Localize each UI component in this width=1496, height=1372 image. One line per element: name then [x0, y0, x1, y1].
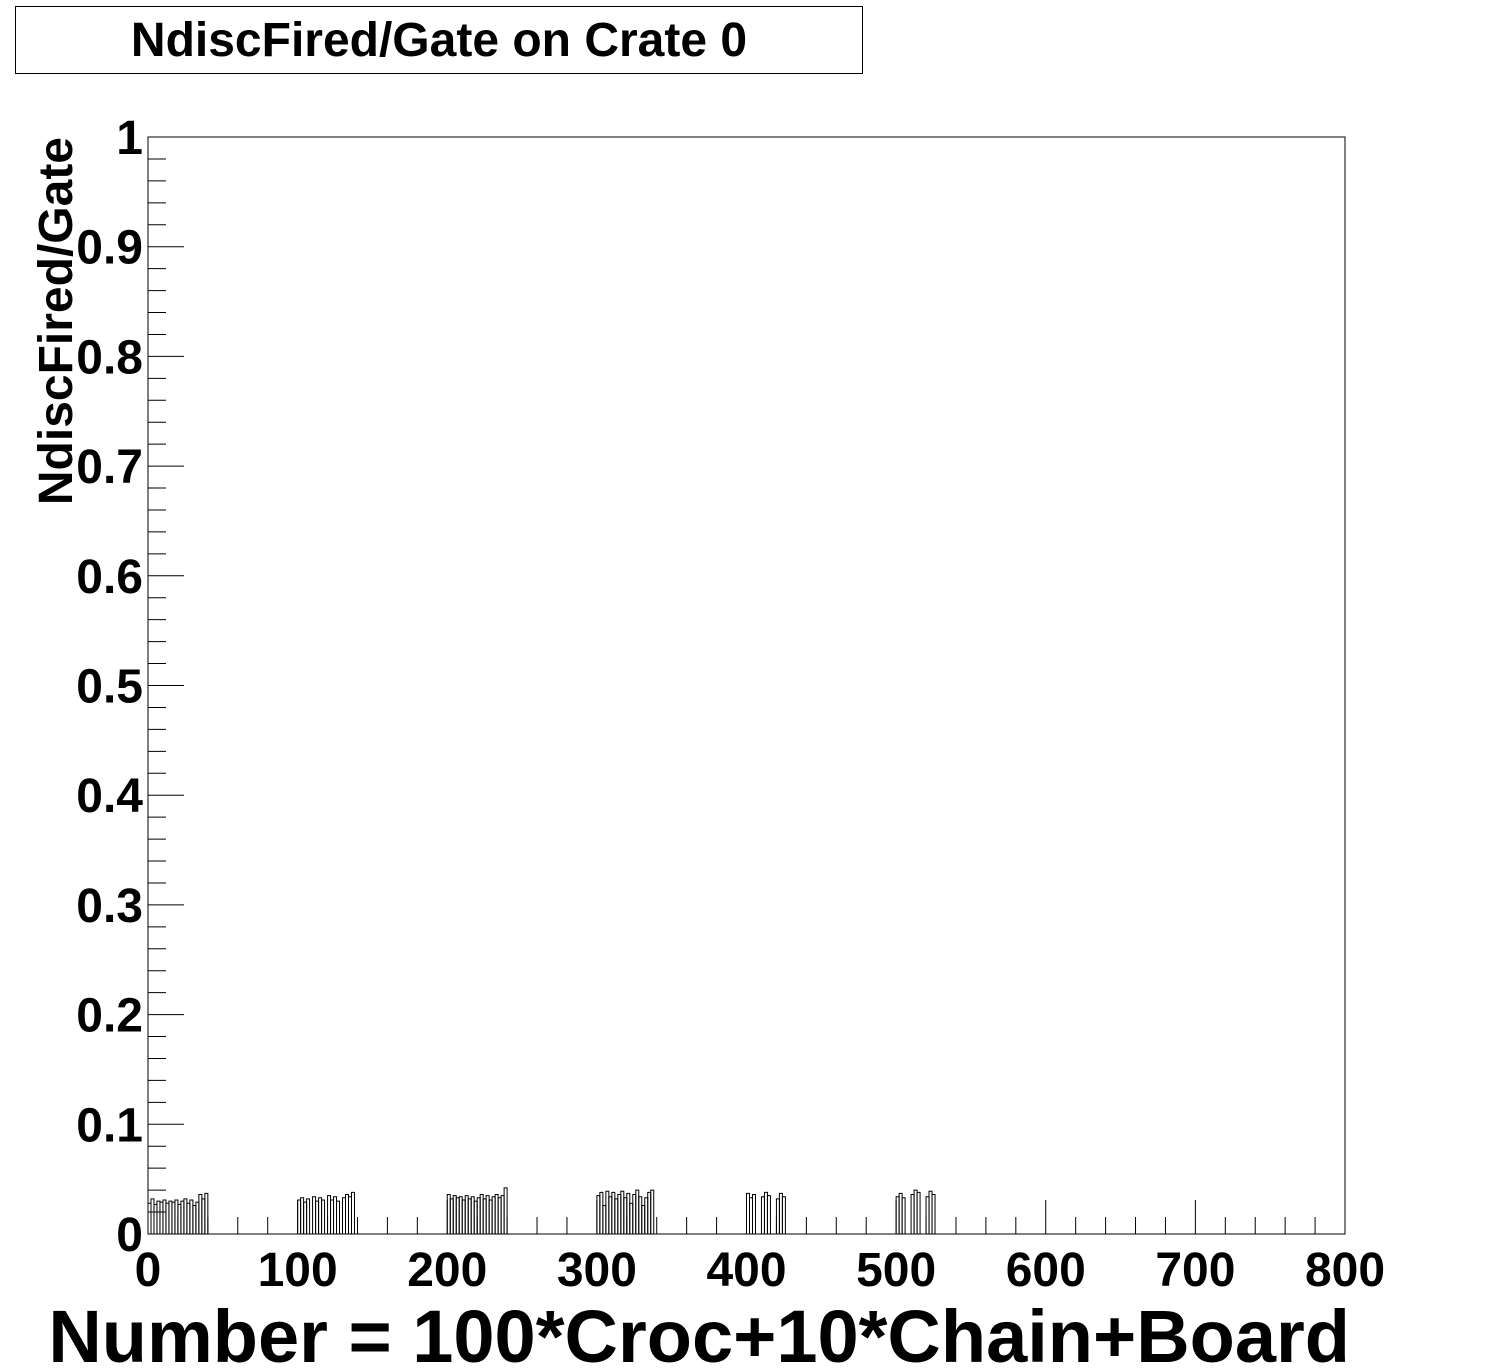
histogram-bin — [350, 1191, 355, 1234]
histogram-layer — [147, 1187, 936, 1234]
y-tick-label: 0.3 — [76, 880, 143, 933]
y-tick-label: 0.4 — [76, 770, 143, 823]
x-tick-label: 500 — [856, 1244, 936, 1297]
x-tick-label: 100 — [258, 1244, 338, 1297]
histogram-bin — [931, 1194, 936, 1234]
histogram-bin — [503, 1187, 508, 1234]
y-tick-label: 0.5 — [76, 661, 143, 714]
x-tick-label: 700 — [1155, 1244, 1235, 1297]
y-tick-label: 0.1 — [76, 1099, 143, 1152]
histogram-bin — [901, 1197, 906, 1234]
chart-title: NdiscFired/Gate on Crate 0 — [130, 13, 748, 67]
y-tick-label: 0.9 — [76, 222, 143, 275]
histogram-bin — [766, 1195, 771, 1234]
y-axis-title: NdiscFired/Gate — [30, 137, 83, 505]
x-tick-label: 400 — [706, 1244, 786, 1297]
x-axis-title: Number = 100*Croc+10*Chain+Board — [48, 1295, 1350, 1372]
x-tick-label: 800 — [1305, 1244, 1385, 1297]
histogram-bin — [336, 1200, 341, 1234]
y-tick-label: 0.7 — [76, 441, 143, 494]
title-box: NdiscFired/Gate on Crate 0 — [15, 6, 863, 74]
x-tick-label: 200 — [407, 1244, 487, 1297]
histogram-bin — [204, 1192, 209, 1234]
histogram-bin — [650, 1189, 655, 1234]
histogram-bin — [781, 1196, 786, 1234]
y-tick-label: 1 — [116, 112, 143, 165]
y-tick-label: 0.2 — [76, 990, 143, 1043]
histogram-bin — [916, 1191, 921, 1234]
x-tick-label: 0 — [135, 1244, 162, 1297]
histogram-bin — [751, 1194, 756, 1234]
x-tick-label: 600 — [1006, 1244, 1086, 1297]
y-tick-label: 0.8 — [76, 331, 143, 384]
y-tick-label: 0 — [116, 1209, 143, 1262]
histogram-bin — [321, 1199, 326, 1234]
axes-layer: 0 100 200 300 400 500 600 700 800 0 0.1 0.2 0.3 0.4 0.… — [76, 112, 1385, 1297]
y-tick-label: 0.6 — [76, 551, 143, 604]
x-tick-label: 300 — [557, 1244, 637, 1297]
histogram-bin — [306, 1198, 311, 1234]
plot-frame — [147, 136, 1346, 1235]
